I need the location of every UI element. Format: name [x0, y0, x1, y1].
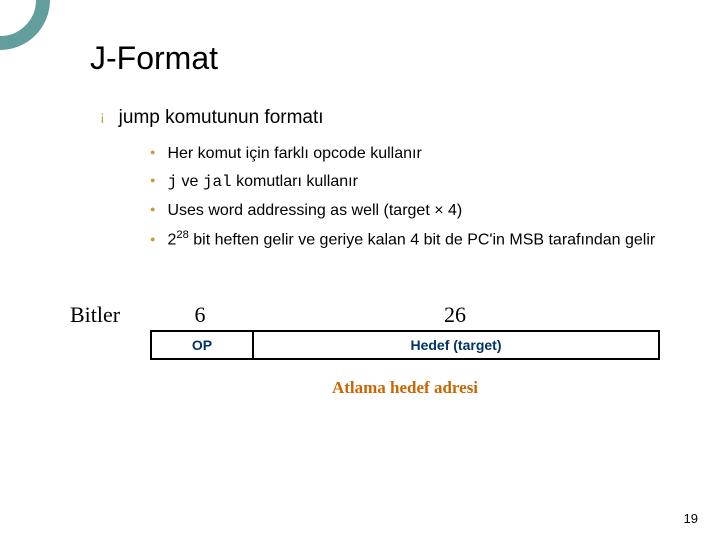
superscript: 28	[176, 229, 188, 241]
sub-bullet-2-text: j ve jal komutları kullanır	[167, 171, 357, 193]
width-op: 6	[150, 302, 250, 328]
sub-bullet-list: ● Her komut için farklı opcode kullanır …	[150, 143, 660, 252]
text-span: 2	[167, 232, 176, 249]
bitler-label: Bitler	[70, 302, 150, 328]
sub-bullet-1-text: Her komut için farklı opcode kullanır	[167, 143, 421, 165]
field-widths-row: 6 26	[150, 302, 660, 328]
main-bullet: ¡ jump komutunun formatı	[100, 107, 660, 129]
dot-icon: ●	[150, 174, 155, 187]
sub-bullet-4: ● 228 bit heften gelir ve geriye kalan 4…	[150, 228, 660, 252]
text-span: bit heften gelir ve geriye kalan 4 bit d…	[189, 232, 655, 249]
width-target: 26	[250, 302, 660, 328]
sub-bullet-3-text: Uses word addressing as well (target × 4…	[167, 200, 462, 222]
sub-bullet-3: ● Uses word addressing as well (target ×…	[150, 200, 660, 222]
code-j: j	[167, 173, 177, 191]
text-span: komutları kullanır	[232, 173, 358, 190]
format-diagram: Bitler 6 26 OP Hedef (target) Atlama hed…	[70, 302, 660, 398]
hollow-bullet-icon: ¡	[100, 108, 105, 124]
code-jal: jal	[203, 173, 232, 191]
sub-bullet-2: ● j ve jal komutları kullanır	[150, 171, 660, 193]
box-op: OP	[152, 332, 254, 358]
field-boxes-row: OP Hedef (target)	[150, 330, 660, 360]
main-bullet-text: jump komutunun formatı	[119, 107, 324, 129]
fields-container: 6 26 OP Hedef (target) Atlama hedef adre…	[150, 302, 660, 398]
dot-icon: ●	[150, 203, 155, 216]
diagram-caption: Atlama hedef adresi	[150, 378, 660, 398]
dot-icon: ●	[150, 233, 155, 246]
box-target: Hedef (target)	[254, 332, 658, 358]
text-span: ve	[177, 173, 203, 190]
sub-bullet-4-text: 228 bit heften gelir ve geriye kalan 4 b…	[167, 228, 655, 252]
dot-icon: ●	[150, 146, 155, 159]
slide-title: J-Format	[90, 40, 660, 77]
page-number: 19	[684, 511, 698, 526]
sub-bullet-1: ● Her komut için farklı opcode kullanır	[150, 143, 660, 165]
slide-container: J-Format ¡ jump komutunun formatı ● Her …	[0, 0, 720, 540]
